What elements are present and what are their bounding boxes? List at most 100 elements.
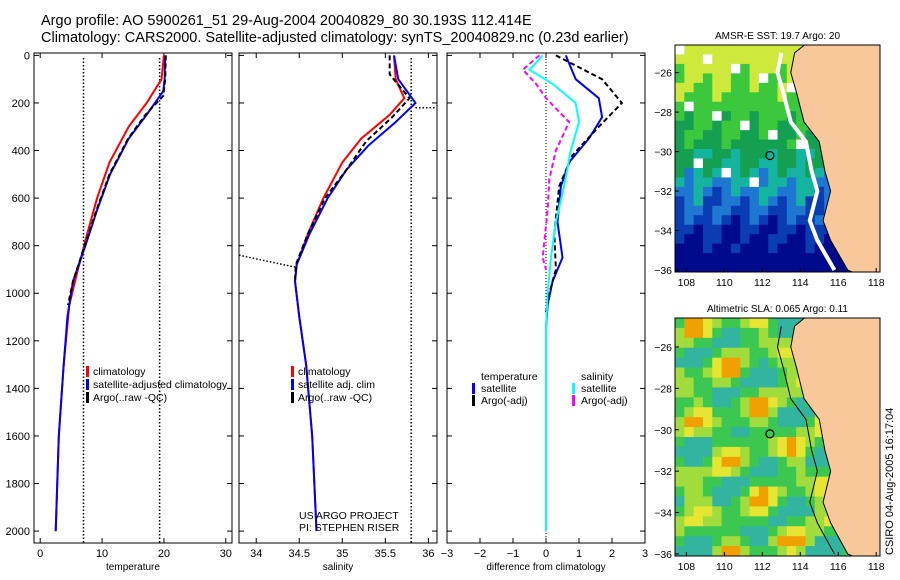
map-cell [675,224,685,235]
map-cell [749,253,760,264]
map-cell [786,205,797,216]
map-cell [749,224,760,235]
map-cell [702,397,713,408]
isobath-contour [776,326,835,555]
map-cell [777,446,788,458]
map-cell [768,486,778,497]
map-cell [712,215,723,226]
map-cell [721,466,732,478]
series-argo-raw-qc- [67,55,167,306]
map-cell [730,437,741,448]
map-cell [758,387,769,398]
map-cell [786,82,797,93]
map-cell [740,546,751,556]
y-tick-label: 1600 [6,431,30,443]
project-annotation: US ARGO PROJECT [299,510,399,522]
map-cell [702,387,713,398]
map-cell [675,177,685,188]
map-cell [693,101,704,112]
map-cell [693,516,704,527]
map-cell [758,427,769,438]
map-cell [702,337,713,349]
map-cell [740,120,751,131]
map-cell [702,318,713,329]
map-cell [721,45,732,55]
map-cell [824,526,834,537]
map-cell [675,111,685,122]
map-cell [777,526,788,537]
map-cell [730,546,741,556]
map-cell [805,417,816,428]
map-cell [730,367,741,378]
map-cell [768,417,778,428]
map-cell [786,466,797,478]
map-cell [786,506,797,517]
map-cell [693,224,704,235]
map-cell [684,111,695,122]
map-cell [749,357,760,369]
map-cell [712,224,723,235]
map-cell [730,82,741,93]
map-cell [702,158,713,169]
map-cell [721,397,732,408]
map-cell [805,476,816,488]
map-cell [768,337,778,349]
map-cell [693,54,704,65]
map-cell [693,427,704,438]
map-cell [777,45,788,55]
map-frame [674,317,881,557]
map-cell [675,186,685,197]
map-cell [758,318,769,329]
map-cell [814,427,825,438]
map-cell [758,417,769,428]
map-cell [730,476,741,488]
map-cell [730,54,741,65]
map-cell [740,387,751,398]
x-axis-label: difference from climatology [486,562,605,573]
map-cell [721,367,732,378]
map-cell [777,516,788,527]
legend-label: Argo(..raw -QC) [93,392,167,404]
map-cell [675,357,685,369]
map-cell [777,387,788,398]
map-cell [824,234,834,245]
map-cell [768,318,778,329]
map-cell [758,437,769,448]
map-cell [740,243,751,254]
series-satellite-adj-clim [293,55,417,532]
map-cell [721,337,732,349]
x-tick-label: 116 [830,561,847,573]
map-cell [758,536,769,547]
map-cell [702,536,713,547]
map-cell [768,177,778,188]
map-cell [796,215,806,226]
map-cell [693,73,704,84]
credit-label: CSIRO 04-Aug-2005 16:17:04 [884,408,896,555]
map-cell [684,101,695,112]
legend-label: satellite-adjusted climatology [93,379,228,391]
map-cell [675,253,685,264]
map-cell [684,243,695,254]
map-cell [721,186,732,197]
map-cell [702,417,713,428]
map-cell [796,196,806,207]
map-cell [786,456,797,468]
map-cell [675,526,685,537]
map-cell [740,347,751,359]
map-cell [749,456,760,468]
x-tick-label: 112 [754,561,771,573]
map-cell [796,262,806,272]
map-cell [693,536,704,547]
map-cell [786,546,797,556]
map-cell [824,262,834,272]
map-cell [684,407,695,418]
map-cell [675,437,685,448]
map-cell [740,149,751,159]
map-cell [675,546,685,556]
map-cell [712,120,723,131]
map-cell [814,186,825,197]
map-cell [768,526,778,537]
x-tick-label: 108 [678,561,696,573]
map-cell [805,186,816,197]
